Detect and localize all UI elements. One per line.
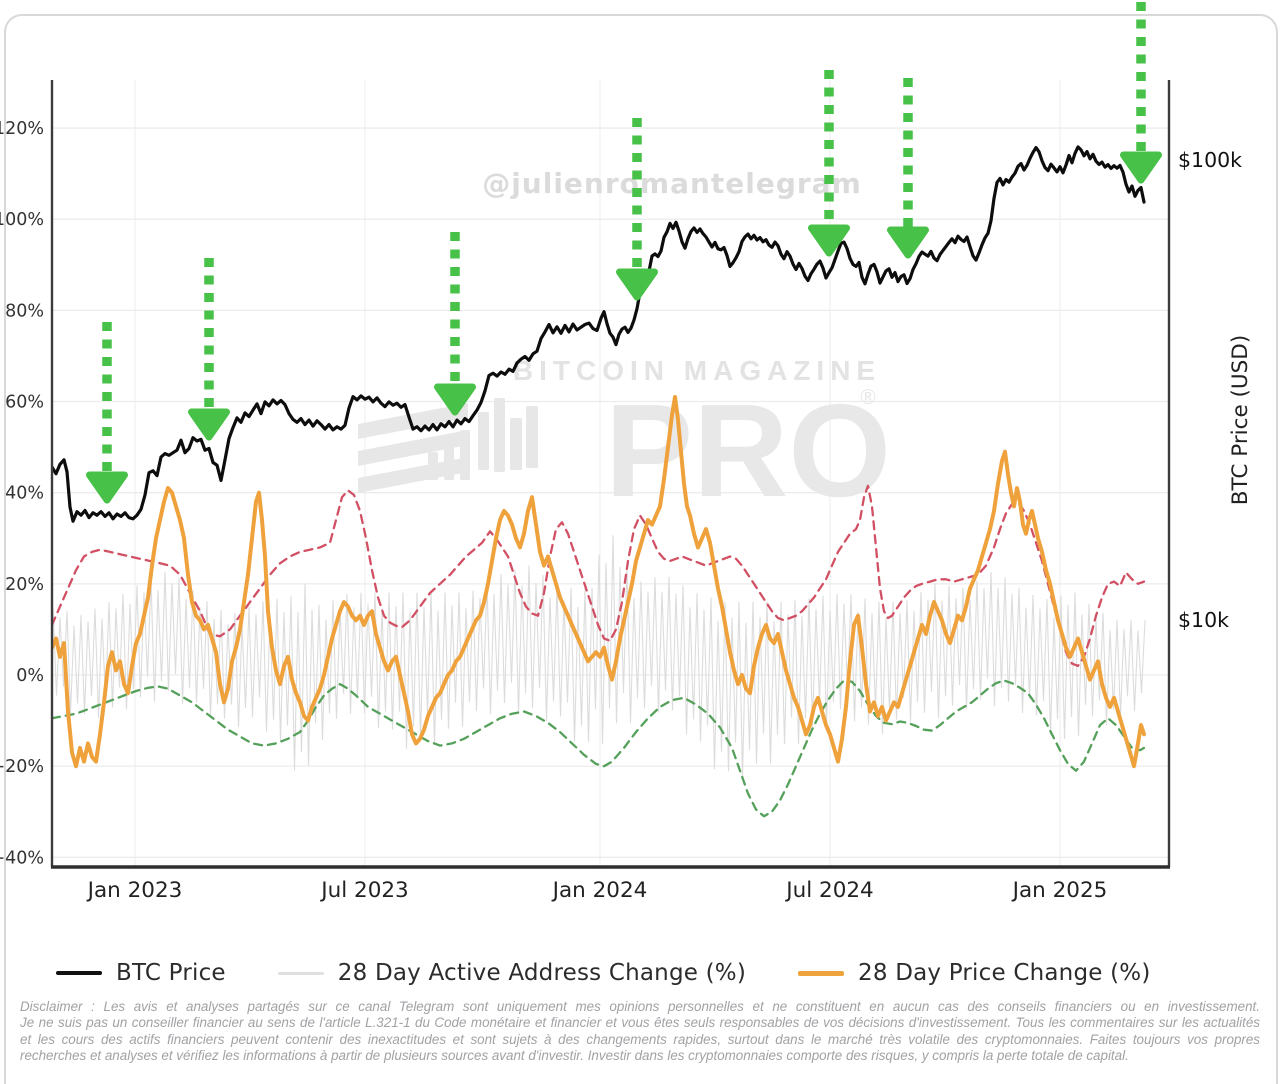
legend-label: 28 Day Active Address Change (%) [337,960,747,986]
green-arrow-icon [1120,2,1162,184]
green-arrow-icon [188,258,230,441]
y-axis-tick-label: 120% [0,119,44,139]
y-axis-tick-label: −20% [0,757,44,777]
y-axis-tick-label: 0% [16,666,44,686]
right-axis-tick-label: $100k [1178,148,1242,172]
x-axis-tick-label: Jan 2025 [1011,878,1108,903]
disclaimer-line-1: Disclaimer : Les avis et analyses partag… [20,999,1260,1014]
legend-item-price-change: 28 Day Price Change (%) [798,960,1151,986]
legend-label: BTC Price [116,960,226,986]
bitcoin-magazine-logo-icon [358,398,538,493]
pro-watermark: PRO [605,377,891,524]
price-change-line-swatch [798,970,845,976]
buy-signal-arrows [86,2,1162,504]
y-axis-tick-label: 20% [5,575,44,595]
right-axis-title: BTC Price (USD) [1228,335,1253,505]
y-axis-tick-label: 100% [0,210,44,230]
y-axis-tick-label: 40% [5,484,44,504]
disclaimer-line-3: et les cours des actifs financiers peuve… [20,1031,1260,1047]
y-axis-tick-label: 80% [5,301,44,321]
green-arrow-icon [434,232,476,416]
registered-mark: ® [858,385,878,409]
gridlines [52,80,1169,866]
y-axis-tick-label: 60% [5,393,44,413]
series-btc-price-line [53,145,1146,523]
x-axis-tick-label: Jul 2024 [784,878,874,903]
legend-item-btc-price: BTC Price [56,960,226,986]
disclaimer-line-4: recherches et analyses et vérifiez les i… [20,1047,1129,1063]
y-axis-tick-label: −40% [0,848,44,868]
active-address-line-swatch [277,971,324,975]
series-upper-band-red-dashed-line [53,484,1146,668]
series-28-day-active-address-change-line [53,535,1146,779]
chart-legend: BTC Price 28 Day Active Address Change (… [56,952,1151,994]
axis-labels: 120% 100% 80% 60% 40% 20% 0% −20% −40% Jan 2023 Ju… [0,119,1253,903]
green-arrow-icon [86,322,128,504]
x-axis-tick-label: Jul 2023 [319,878,409,903]
legend-label: 28 Day Price Change (%) [858,960,1151,986]
btc-price-line-swatch [56,971,102,975]
plot-spines [50,80,1171,869]
chart-canvas: @julienromantelegram BITCOIN MAGAZINEPRO®… [0,2,1253,903]
x-axis-tick-label: Jan 2023 [86,878,183,903]
green-arrow-icon [616,118,658,301]
legend-item-active-address-change: 28 Day Active Address Change (%) [277,960,747,986]
bitcoin-magazine-watermark: BITCOIN MAGAZINE [513,355,881,386]
green-arrow-icon [808,70,850,257]
series-layer [53,145,1146,818]
right-axis-tick-label: $10k [1178,608,1229,632]
disclaimer-line-2: Je ne suis pas un conseiller financier a… [20,1015,1260,1031]
green-arrow-icon [887,78,929,259]
series-lower-band-green-dashed-line [53,679,1146,818]
series-28-day-price-change-line [53,395,1146,769]
x-axis-tick-label: Jan 2024 [551,878,648,903]
telegram-watermark: @julienromantelegram [482,167,862,200]
disclaimer-text: Disclaimer : Les avis et analyses partag… [20,999,1260,1064]
